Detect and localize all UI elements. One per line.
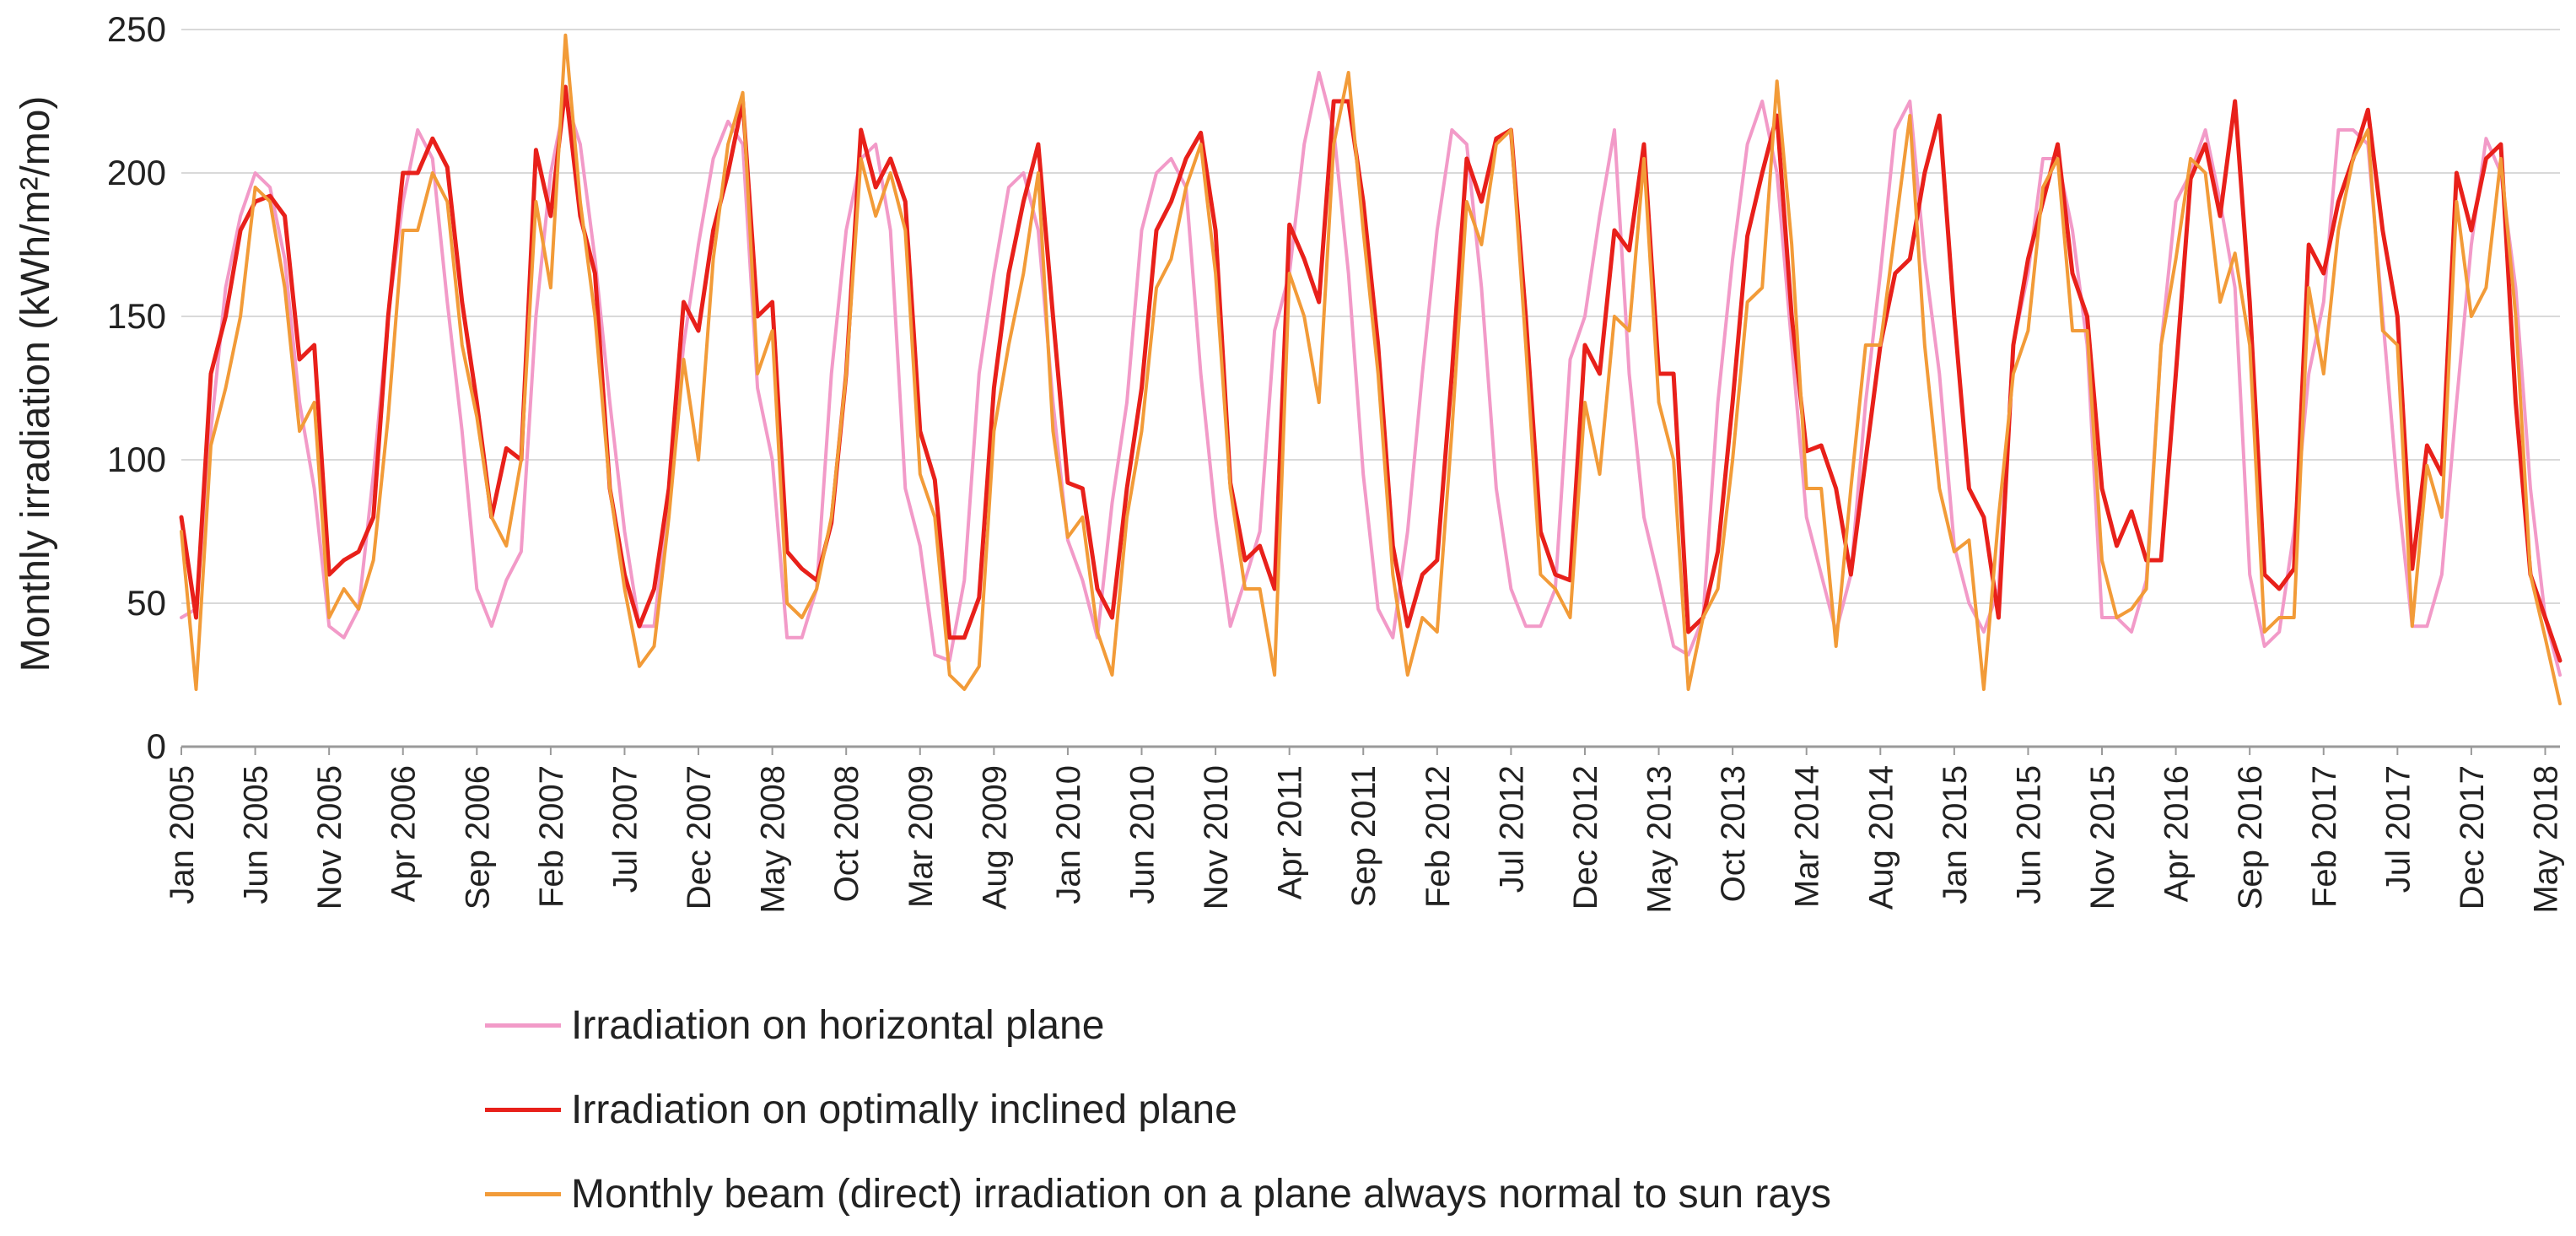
x-tick-label: Dec 2007 (681, 765, 718, 909)
x-tick-label: Nov 2005 (311, 765, 348, 909)
legend-label-horizontal: Irradiation on horizontal plane (571, 1002, 1105, 1048)
x-tick-label: May 2008 (755, 765, 792, 914)
y-tick-label: 250 (107, 9, 166, 49)
y-axis-label: Monthly irradiation (kWh/m²/mo) (13, 96, 58, 672)
x-tick-label: Jul 2017 (2379, 765, 2417, 893)
x-tick-label: Mar 2009 (903, 765, 940, 908)
x-tick-label: Dec 2012 (1567, 765, 1604, 909)
x-tick-label: Jun 2010 (1124, 765, 1161, 904)
legend-item-horizontal: Irradiation on horizontal plane (485, 983, 1831, 1067)
x-tick-label: May 2018 (2527, 765, 2564, 914)
y-tick-label: 100 (107, 440, 166, 479)
x-tick-label: Jan 2010 (1050, 765, 1087, 904)
series-lines (179, 33, 2563, 705)
legend-item-beam: Monthly beam (direct) irradiation on a p… (485, 1152, 1831, 1236)
x-tick-label: Feb 2007 (533, 765, 570, 908)
legend: Irradiation on horizontal plane Irradiat… (485, 983, 1831, 1236)
x-tick-label: Feb 2012 (1420, 765, 1457, 908)
x-tick-label: Jan 2015 (1937, 765, 1974, 904)
y-tick-label: 150 (107, 296, 166, 336)
x-axis-ticks: Jan 2005 Jun 2005 Nov 2005 Apr 2006 Sep 2006… (164, 747, 2564, 914)
legend-swatch-horizontal (485, 1023, 561, 1028)
y-axis-ticks: 0 50 100 150 200 250 (107, 9, 166, 766)
x-tick-label: Oct 2008 (828, 765, 865, 902)
x-tick-label: Oct 2013 (1715, 765, 1752, 902)
y-tick-label: 50 (127, 583, 166, 623)
x-tick-label: Jun 2005 (238, 765, 275, 904)
legend-swatch-inclined (485, 1107, 561, 1112)
series-line-3 (180, 33, 2562, 705)
x-tick-label: Jun 2015 (2010, 765, 2047, 904)
x-tick-label: Sep 2016 (2232, 765, 2269, 909)
x-tick-label: Mar 2014 (1789, 765, 1826, 908)
x-tick-label: Apr 2011 (1272, 765, 1309, 899)
x-tick-label: Aug 2009 (976, 765, 1013, 909)
x-tick-label: Nov 2010 (1198, 765, 1235, 909)
series-line-2 (179, 84, 2563, 663)
x-tick-label: Apr 2016 (2158, 765, 2196, 902)
x-tick-label: May 2013 (1641, 765, 1679, 914)
x-tick-label: Jul 2012 (1493, 765, 1530, 893)
x-tick-label: Jan 2005 (164, 765, 201, 904)
y-tick-label: 0 (147, 726, 166, 766)
x-tick-label: Sep 2011 (1345, 765, 1382, 907)
legend-item-inclined: Irradiation on optimally inclined plane (485, 1067, 1831, 1152)
x-tick-label: Feb 2017 (2306, 765, 2343, 908)
legend-swatch-beam (485, 1191, 561, 1196)
x-tick-label: Sep 2006 (459, 765, 496, 909)
x-tick-label: Dec 2017 (2454, 765, 2491, 909)
x-tick-label: Apr 2006 (385, 765, 423, 902)
x-tick-label: Aug 2014 (1862, 765, 1900, 909)
legend-label-inclined: Irradiation on optimally inclined plane (571, 1087, 1237, 1132)
x-tick-label: Jul 2007 (606, 765, 644, 893)
x-tick-label: Nov 2015 (2084, 765, 2121, 909)
y-tick-label: 200 (107, 153, 166, 192)
legend-label-beam: Monthly beam (direct) irradiation on a p… (571, 1171, 1832, 1217)
